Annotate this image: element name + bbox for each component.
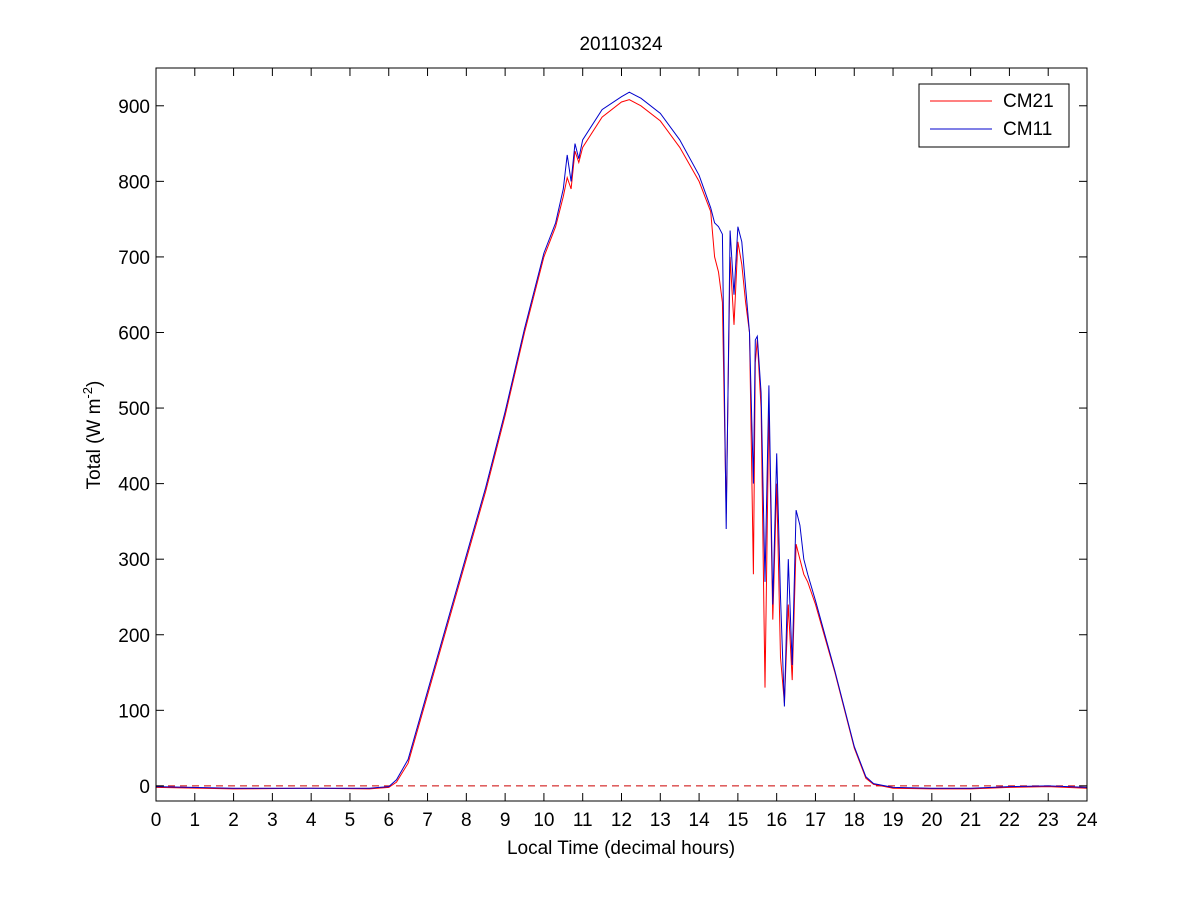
y-tick-label: 300 <box>118 550 150 571</box>
series-line-cm11 <box>155 91 1088 789</box>
x-tick-label: 17 <box>805 810 826 831</box>
x-tick-label: 20 <box>921 810 942 831</box>
legend: CM21 CM11 <box>918 83 1070 148</box>
chart-title: 20110324 <box>579 34 663 55</box>
x-tick-label: 4 <box>306 810 317 831</box>
x-axis: 0 1 2 3 4 5 6 7 8 9 10 11 12 13 14 15 16 17 18 19 20 21 22 23 24 <box>151 68 1098 831</box>
y-tick-label: 500 <box>118 399 150 420</box>
x-tick-label: 10 <box>533 810 554 831</box>
x-tick-label: 6 <box>383 810 394 831</box>
legend-label-cm21: CM21 <box>1003 91 1054 112</box>
y-tick-label: 0 <box>139 777 150 798</box>
x-tick-label: 22 <box>999 810 1020 831</box>
x-tick-label: 21 <box>960 810 981 831</box>
legend-label-cm11: CM11 <box>1003 119 1052 140</box>
y-tick-label: 100 <box>118 701 150 722</box>
y-tick-label: 700 <box>118 248 150 269</box>
x-tick-label: 2 <box>228 810 239 831</box>
y-axis-label-prefix: Total (W m <box>84 399 105 490</box>
x-tick-label: 23 <box>1038 810 1059 831</box>
x-tick-label: 18 <box>844 810 865 831</box>
x-tick-label: 12 <box>611 810 632 831</box>
x-tick-label: 8 <box>461 810 472 831</box>
x-tick-label: 19 <box>882 810 903 831</box>
y-axis: 0 100 200 300 400 500 600 700 800 900 <box>118 97 1087 798</box>
y-tick-label: 400 <box>118 475 150 496</box>
x-tick-label: 11 <box>573 810 593 831</box>
y-tick-label: 200 <box>118 626 150 647</box>
y-axis-label-exponent: -2 <box>80 387 95 399</box>
y-axis-label-suffix: ) <box>84 381 105 387</box>
y-tick-label: 900 <box>118 97 150 118</box>
x-tick-label: 15 <box>727 810 748 831</box>
x-tick-label: 7 <box>422 810 433 831</box>
y-tick-label: 600 <box>118 323 150 344</box>
x-tick-label: 14 <box>689 810 711 831</box>
x-tick-label: 13 <box>650 810 671 831</box>
x-tick-label: 24 <box>1076 810 1098 831</box>
x-tick-label: 3 <box>267 810 278 831</box>
y-axis-label: Total (W m-2) <box>80 381 105 490</box>
x-tick-label: 9 <box>500 810 511 831</box>
x-tick-label: 1 <box>190 810 201 831</box>
x-tick-label: 16 <box>766 810 787 831</box>
series-layer <box>155 91 1088 790</box>
y-tick-label: 800 <box>118 172 150 193</box>
plot-area <box>156 68 1087 801</box>
x-axis-label: Local Time (decimal hours) <box>507 838 735 859</box>
legend-box <box>918 83 1070 148</box>
x-tick-label: 5 <box>345 810 356 831</box>
x-tick-label: 0 <box>151 810 162 831</box>
